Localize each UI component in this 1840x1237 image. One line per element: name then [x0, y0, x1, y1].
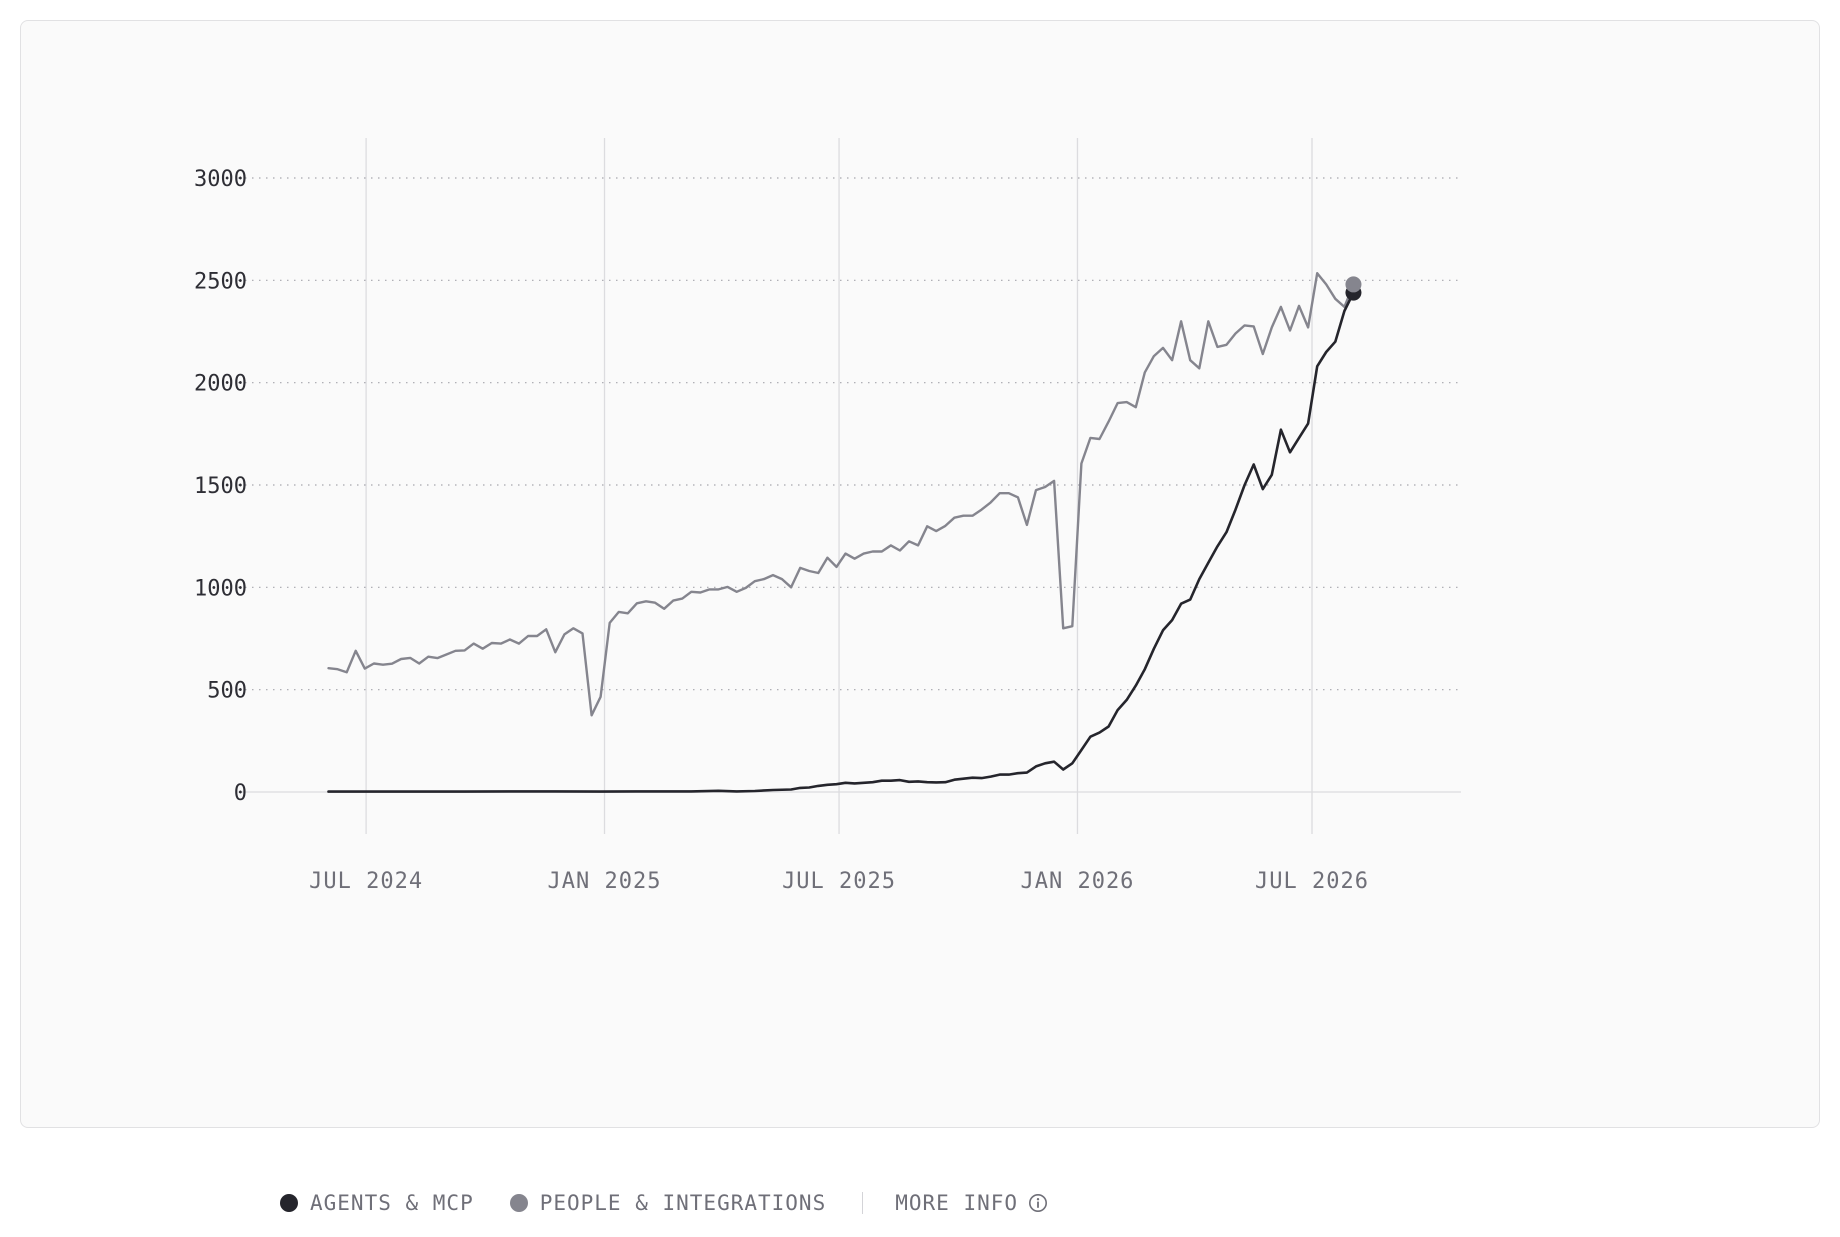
agents-dot-icon — [280, 1194, 298, 1212]
legend-label-people: PEOPLE & INTEGRATIONS — [539, 1191, 827, 1215]
y-tick-label: 500 — [207, 679, 247, 704]
chart-card: 0 500 1000 1500 2000 2500 3000 JUL 2024 JAN 202… — [20, 20, 1820, 1128]
y-tick-label: 2000 — [194, 372, 247, 397]
series-endpoint-people[interactable] — [1345, 276, 1362, 293]
people-dot-icon — [509, 1194, 528, 1212]
series-line-people — [327, 272, 1355, 717]
y-axis-ticks: 0 500 1000 1500 2000 2500 3000 — [194, 167, 247, 806]
x-tick-label: JAN 2025 — [548, 869, 662, 894]
y-tick-label: 1500 — [194, 474, 247, 499]
line-chart: 0 500 1000 1500 2000 2500 3000 JUL 2024 JAN 202… — [194, 138, 1461, 894]
y-tick-label: 3000 — [194, 167, 247, 192]
more-info-label: MORE INFO — [895, 1191, 1019, 1215]
series-line-agents — [327, 291, 1355, 793]
chart-legend: AGENTS & MCP PEOPLE & INTEGRATIONS MORE … — [280, 1190, 1048, 1216]
legend-separator — [862, 1192, 864, 1214]
x-axis-ticks: JUL 2024 JAN 2025 JUL 2025 JAN 2026 JUL 2026 — [309, 869, 1369, 894]
legend-item-agents[interactable]: AGENTS & MCP — [280, 1191, 474, 1215]
series-endpoints — [1345, 276, 1362, 301]
series-lines — [327, 272, 1355, 793]
x-tick-label: JAN 2026 — [1020, 869, 1134, 894]
y-tick-label: 0 — [234, 781, 247, 806]
horizontal-grid — [238, 177, 1461, 793]
y-tick-label: 2500 — [194, 269, 247, 294]
x-tick-label: JUL 2025 — [782, 869, 896, 894]
info-circle-icon — [1029, 1194, 1048, 1212]
y-tick-label: 1000 — [194, 576, 247, 601]
x-tick-label: JUL 2026 — [1255, 869, 1369, 894]
vertical-grid — [365, 138, 1313, 834]
legend-label-agents: AGENTS & MCP — [310, 1191, 474, 1215]
more-info-link[interactable]: MORE INFO — [895, 1191, 1048, 1215]
x-tick-label: JUL 2024 — [309, 869, 423, 894]
legend-item-people[interactable]: PEOPLE & INTEGRATIONS — [509, 1191, 827, 1215]
